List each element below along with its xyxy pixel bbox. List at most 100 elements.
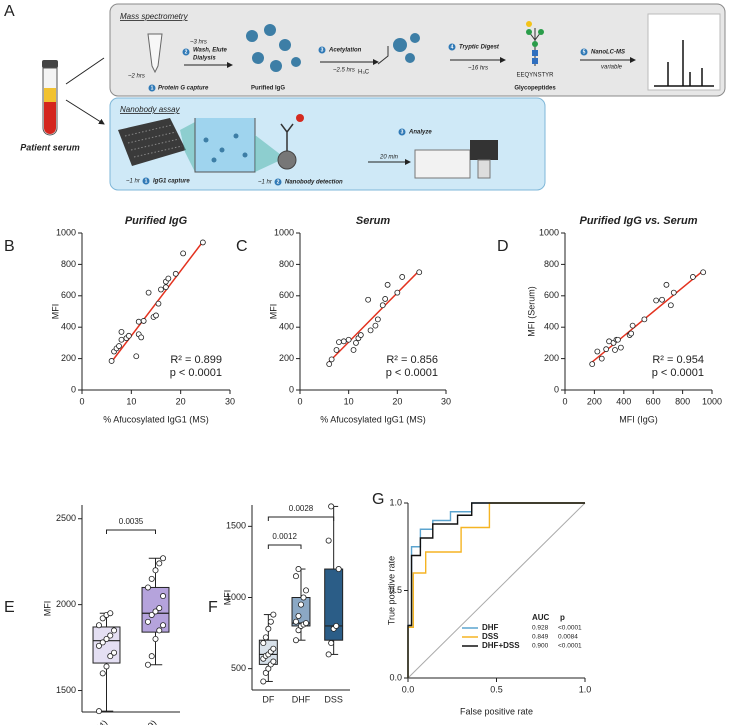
step-time: variable — [601, 65, 623, 71]
ms-box — [109, 3, 726, 97]
step-number: 2 — [185, 49, 188, 55]
y-tick-label: 600 — [279, 290, 294, 300]
point — [260, 678, 267, 685]
panel-letter: A — [4, 3, 15, 20]
y-tick-label: 0.0 — [389, 672, 402, 682]
group-label: H₃C — [358, 70, 370, 76]
point — [95, 708, 102, 715]
p-value: 0.0035 — [119, 517, 144, 526]
point — [367, 327, 374, 334]
bead — [277, 150, 297, 170]
point — [300, 594, 307, 601]
y-axis-label: MFI — [42, 601, 52, 617]
point — [333, 347, 340, 353]
x-tick-label: 0.5 — [490, 684, 503, 694]
point — [394, 289, 401, 296]
point — [270, 658, 277, 665]
y-tick-label: 600 — [544, 290, 559, 300]
step-label: Acetylation — [328, 48, 362, 54]
step-time: ~2.5 hrs — [333, 68, 355, 74]
chart-title: Purified IgG vs. Serum — [580, 215, 698, 227]
point — [594, 348, 601, 355]
point — [689, 274, 696, 280]
chart-title: Purified IgG — [125, 215, 188, 227]
step-badge — [580, 48, 588, 56]
point — [340, 338, 347, 345]
x-tick-label: 1000 — [702, 396, 722, 406]
point — [333, 622, 340, 629]
point — [292, 573, 299, 580]
point — [629, 322, 636, 329]
point — [156, 560, 163, 567]
y-tick-label: 0 — [71, 384, 76, 394]
point — [262, 669, 269, 676]
p-value: 0.0012 — [272, 532, 297, 541]
y-tick-label: 800 — [61, 259, 76, 269]
y-tick-label: 0 — [554, 384, 559, 394]
point — [107, 610, 114, 617]
step-number: 3 — [401, 129, 404, 135]
point — [135, 318, 142, 325]
y-axis-label: True positive rate — [386, 556, 396, 625]
monitor — [470, 140, 498, 160]
point — [152, 608, 159, 615]
nanobody-title: Nanobody assay — [120, 105, 181, 114]
point — [295, 566, 302, 573]
point — [133, 353, 140, 360]
step-badge — [318, 46, 326, 54]
point — [399, 274, 406, 280]
point — [372, 322, 379, 329]
peptide: EEQYNSTYR — [516, 73, 554, 79]
point — [160, 622, 167, 629]
step-number: 5 — [583, 49, 586, 55]
point — [111, 627, 118, 634]
spectrum — [647, 13, 721, 91]
step-number: 4 — [451, 44, 454, 50]
significance-bracket — [106, 529, 156, 534]
x-tick-label: DSS — [324, 694, 343, 704]
step-label: Tryptic Digest — [459, 45, 500, 51]
point — [270, 611, 277, 618]
point — [357, 332, 364, 338]
point — [160, 593, 167, 600]
point — [641, 316, 648, 323]
roc-curve — [407, 502, 585, 678]
point — [172, 270, 179, 277]
point — [148, 653, 155, 660]
point — [155, 300, 162, 307]
point — [295, 627, 302, 634]
x-tick-label: 0 — [79, 396, 84, 406]
step-label: Wash, Elute — [193, 48, 228, 54]
point — [335, 566, 342, 573]
product-label: Purified IgG — [251, 86, 285, 92]
step-time: ~1 hr — [258, 180, 273, 186]
point — [663, 281, 670, 288]
step-badge — [148, 84, 156, 92]
igg-cluster — [246, 24, 301, 72]
x-tick-label: 0 — [562, 396, 567, 406]
instrument — [414, 149, 471, 179]
plate — [118, 118, 186, 166]
x-tick-label: 800 — [675, 396, 690, 406]
point — [118, 336, 125, 343]
fit-line — [328, 270, 420, 363]
point — [617, 344, 624, 351]
x-tick-label: DHF — [292, 694, 311, 704]
x-tick-label: 30 — [441, 396, 451, 406]
point — [598, 355, 605, 362]
zoom — [255, 135, 285, 172]
point — [384, 281, 391, 288]
panel-letter: F — [208, 599, 218, 616]
zoom — [180, 122, 195, 172]
point — [125, 332, 132, 339]
point — [379, 302, 386, 309]
point — [328, 640, 335, 647]
y-tick-label: 400 — [544, 322, 559, 332]
point — [148, 611, 155, 618]
step-time: ~2 hrs — [128, 74, 145, 80]
annotation: p < 0.0001 — [652, 367, 704, 379]
step-badge — [274, 178, 282, 186]
point — [303, 620, 310, 627]
x-tick-label: 400 — [616, 396, 631, 406]
